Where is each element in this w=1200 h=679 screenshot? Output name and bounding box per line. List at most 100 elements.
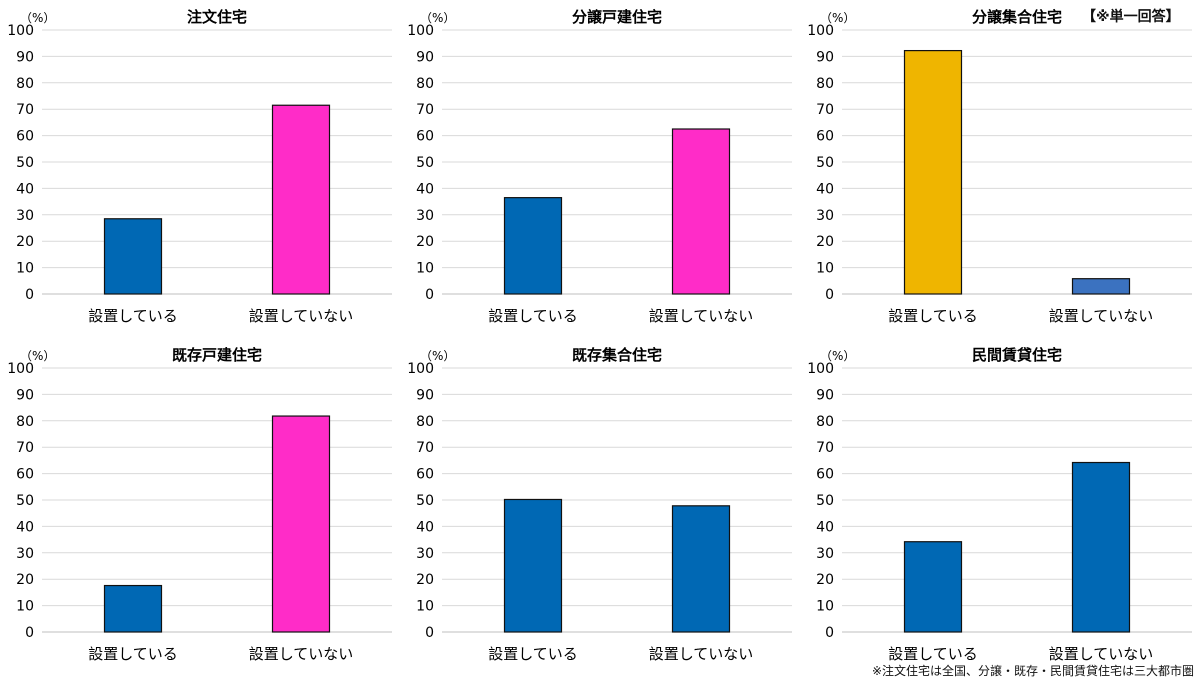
y-tick-label: 90 xyxy=(816,387,834,403)
bar-not-installed xyxy=(671,128,731,295)
y-axis-unit: （%） xyxy=(20,349,55,363)
chart-panel: 分譲戸建住宅 （%） 0 10 20 30 40 50 60 70 80 90 100 設置している 設置し… xyxy=(400,0,800,337)
y-tick-label: 30 xyxy=(16,208,34,224)
y-tick-label: 60 xyxy=(816,467,834,483)
y-tick-label: 30 xyxy=(816,546,834,562)
y-tick-label: 50 xyxy=(16,155,34,171)
y-tick-label: 100 xyxy=(807,23,834,39)
y-tick-label: 20 xyxy=(816,572,834,588)
bar-chart: 民間賃貸住宅 （%） 0 10 20 30 40 50 60 70 80 90 100 設置している 設置し… xyxy=(807,346,1192,663)
bar-installed xyxy=(903,541,963,633)
x-category-label: 設置していない xyxy=(649,645,754,663)
y-tick-label: 70 xyxy=(416,440,434,456)
bar-installed xyxy=(103,584,163,633)
y-tick-label: 80 xyxy=(416,414,434,430)
bar-chart: 既存戸建住宅 （%） 0 10 20 30 40 50 60 70 80 90 100 設置している 設置し… xyxy=(7,346,392,663)
y-tick-label: 10 xyxy=(416,599,434,615)
x-category-label: 設置していない xyxy=(249,307,354,325)
y-tick-label: 40 xyxy=(416,519,434,535)
bar-not-installed xyxy=(1071,461,1131,633)
y-tick-label: 50 xyxy=(16,493,34,509)
chart-title: 既存集合住宅 xyxy=(572,346,662,364)
response-type-badge: 【※単一回答】 xyxy=(1082,9,1180,25)
y-tick-label: 10 xyxy=(16,261,34,277)
bar-not-installed xyxy=(1071,278,1131,295)
y-tick-label: 10 xyxy=(816,261,834,277)
chart-panel: 既存集合住宅 （%） 0 10 20 30 40 50 60 70 80 90 100 設置している 設置し… xyxy=(400,338,800,675)
y-tick-label: 50 xyxy=(416,155,434,171)
y-tick-label: 40 xyxy=(416,181,434,197)
bar-not-installed xyxy=(271,104,331,295)
chart-panel: 分譲集合住宅 （%） 0 10 20 30 40 50 60 70 80 90 100 設置している 設置し… xyxy=(800,0,1200,337)
y-tick-label: 30 xyxy=(416,546,434,562)
y-tick-label: 50 xyxy=(816,493,834,509)
y-tick-label: 0 xyxy=(425,625,434,641)
y-tick-label: 0 xyxy=(825,287,834,303)
bar-chart: 注文住宅 （%） 0 10 20 30 40 50 60 70 80 90 100 設置している 設置してい… xyxy=(7,8,392,325)
y-tick-label: 90 xyxy=(16,49,34,65)
x-category-label: 設置している xyxy=(888,307,978,325)
y-tick-label: 60 xyxy=(416,467,434,483)
y-axis-unit: （%） xyxy=(420,11,455,25)
y-tick-label: 60 xyxy=(16,467,34,483)
y-tick-label: 10 xyxy=(416,261,434,277)
chart-title: 注文住宅 xyxy=(187,8,247,26)
y-tick-label: 50 xyxy=(416,493,434,509)
y-tick-label: 70 xyxy=(16,102,34,118)
bar-chart: 既存集合住宅 （%） 0 10 20 30 40 50 60 70 80 90 100 設置している 設置し… xyxy=(407,346,792,663)
y-tick-label: 100 xyxy=(407,361,434,377)
y-tick-label: 10 xyxy=(816,599,834,615)
y-tick-label: 0 xyxy=(825,625,834,641)
bar-installed xyxy=(103,218,163,295)
y-tick-label: 50 xyxy=(816,155,834,171)
y-tick-label: 70 xyxy=(416,102,434,118)
y-tick-label: 0 xyxy=(25,287,34,303)
y-tick-label: 30 xyxy=(816,208,834,224)
y-tick-label: 20 xyxy=(16,572,34,588)
y-axis-unit: （%） xyxy=(420,349,455,363)
y-tick-label: 80 xyxy=(16,76,34,92)
x-category-label: 設置していない xyxy=(649,307,754,325)
y-tick-label: 70 xyxy=(816,440,834,456)
x-category-label: 設置している xyxy=(488,307,578,325)
y-tick-label: 80 xyxy=(16,414,34,430)
y-tick-label: 100 xyxy=(7,361,34,377)
y-tick-label: 90 xyxy=(16,387,34,403)
y-axis-unit: （%） xyxy=(820,11,855,25)
chart-title: 分譲集合住宅 xyxy=(972,8,1062,26)
y-tick-label: 70 xyxy=(16,440,34,456)
bar-chart: 分譲集合住宅 （%） 0 10 20 30 40 50 60 70 80 90 100 設置している 設置し… xyxy=(807,8,1192,325)
chart-panel: 民間賃貸住宅 （%） 0 10 20 30 40 50 60 70 80 90 100 設置している 設置し… xyxy=(800,338,1200,675)
chart-title: 民間賃貸住宅 xyxy=(972,346,1062,364)
x-category-label: 設置していない xyxy=(1049,645,1154,663)
bar-installed xyxy=(903,49,963,295)
x-category-label: 設置している xyxy=(488,645,578,663)
x-category-label: 設置している xyxy=(88,645,178,663)
y-tick-label: 80 xyxy=(816,414,834,430)
bar-installed xyxy=(503,498,563,633)
y-tick-label: 20 xyxy=(416,234,434,250)
chart-title: 分譲戸建住宅 xyxy=(572,8,662,26)
y-tick-label: 0 xyxy=(25,625,34,641)
y-axis-unit: （%） xyxy=(20,11,55,25)
chart-panel: 既存戸建住宅 （%） 0 10 20 30 40 50 60 70 80 90 100 設置している 設置し… xyxy=(0,338,400,675)
y-tick-label: 30 xyxy=(16,546,34,562)
y-tick-label: 0 xyxy=(425,287,434,303)
bar-chart: 分譲戸建住宅 （%） 0 10 20 30 40 50 60 70 80 90 100 設置している 設置し… xyxy=(407,8,792,325)
y-tick-label: 90 xyxy=(416,387,434,403)
y-tick-label: 40 xyxy=(816,519,834,535)
y-tick-label: 80 xyxy=(416,76,434,92)
x-category-label: 設置していない xyxy=(249,645,354,663)
y-tick-label: 20 xyxy=(416,572,434,588)
y-tick-label: 80 xyxy=(816,76,834,92)
y-tick-label: 20 xyxy=(816,234,834,250)
y-tick-label: 40 xyxy=(16,519,34,535)
y-axis-unit: （%） xyxy=(820,349,855,363)
y-tick-label: 70 xyxy=(816,102,834,118)
y-tick-label: 20 xyxy=(16,234,34,250)
bar-not-installed xyxy=(671,505,731,633)
y-tick-label: 60 xyxy=(416,129,434,145)
y-tick-label: 40 xyxy=(816,181,834,197)
bar-installed xyxy=(503,197,563,295)
y-tick-label: 60 xyxy=(16,129,34,145)
